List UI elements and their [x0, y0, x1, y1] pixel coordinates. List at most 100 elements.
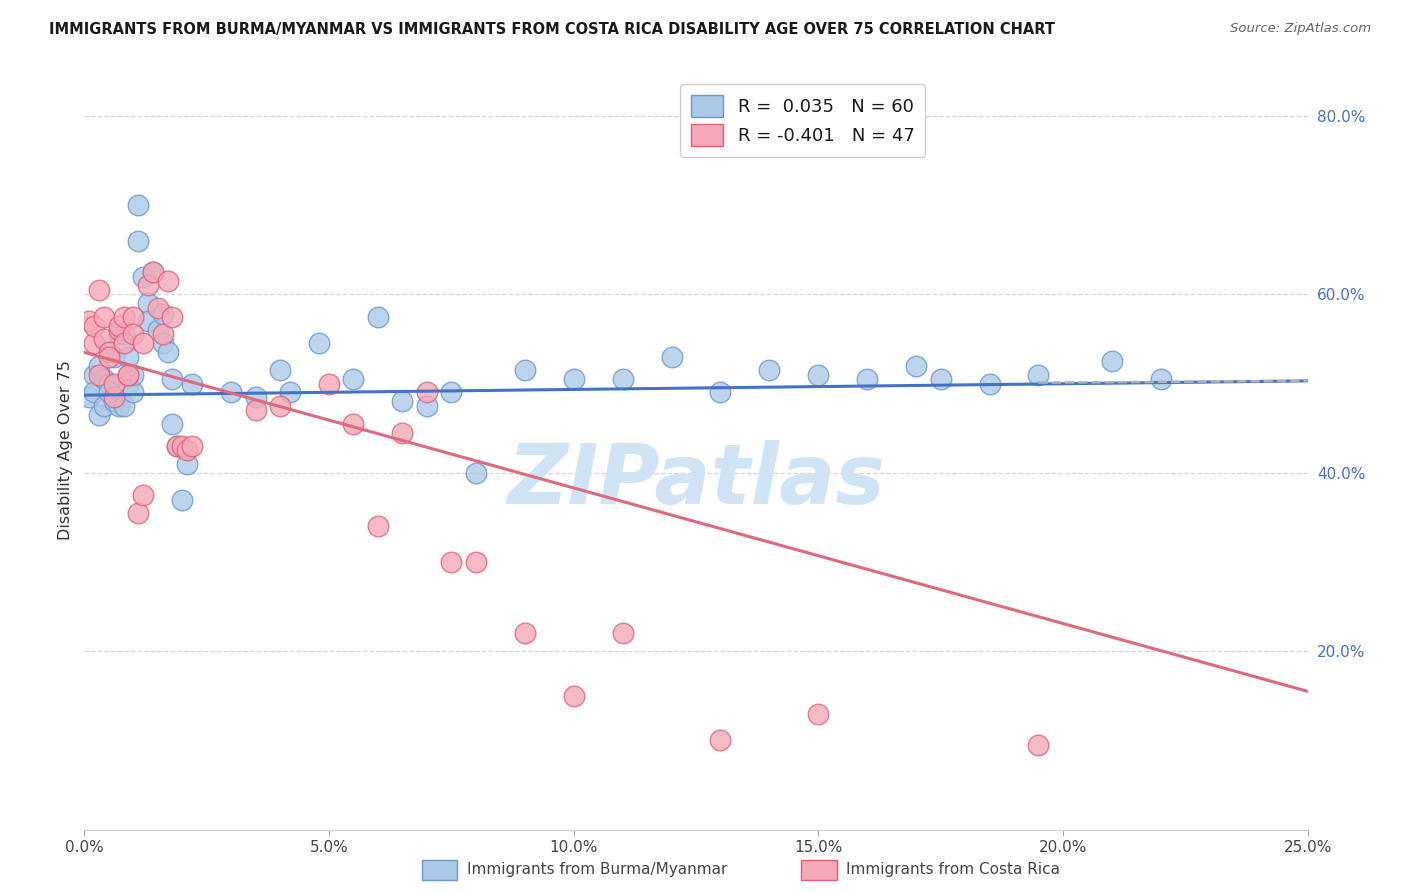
Point [562, 689, 585, 703]
Point [93, 332, 115, 346]
Point [112, 336, 135, 351]
Point [807, 706, 830, 721]
Point [181, 376, 204, 391]
Y-axis label: Disability Age Over 75: Disability Age Over 75 [58, 360, 73, 541]
Point [156, 345, 179, 359]
Point [87, 408, 110, 422]
Point [181, 439, 204, 453]
Point [308, 336, 330, 351]
Text: Immigrants from Burma/Myanmar: Immigrants from Burma/Myanmar [467, 863, 727, 877]
Point [1028, 368, 1050, 382]
Point [77, 390, 100, 404]
Point [269, 363, 291, 377]
Point [1150, 372, 1173, 386]
Point [172, 439, 194, 453]
Point [87, 359, 110, 373]
Point [93, 399, 115, 413]
Point [342, 417, 364, 431]
Point [661, 350, 683, 364]
Point [107, 318, 129, 333]
Point [416, 399, 439, 413]
Point [122, 327, 145, 342]
Point [132, 488, 155, 502]
Point [1028, 738, 1050, 752]
Point [172, 492, 194, 507]
Point [117, 350, 139, 364]
Point [318, 376, 340, 391]
Point [612, 626, 634, 640]
Point [146, 323, 169, 337]
Point [146, 301, 169, 315]
Point [269, 399, 291, 413]
Point [127, 506, 149, 520]
Point [87, 368, 110, 382]
Point [219, 385, 242, 400]
Point [391, 425, 413, 440]
Point [83, 368, 105, 382]
Point [166, 439, 188, 453]
Point [122, 385, 145, 400]
Point [97, 376, 120, 391]
Point [112, 327, 135, 342]
Point [117, 378, 139, 392]
Point [152, 327, 174, 342]
Point [103, 390, 125, 404]
Point [103, 394, 125, 409]
Point [162, 417, 184, 431]
Point [152, 336, 174, 351]
Text: Immigrants from Costa Rica: Immigrants from Costa Rica [846, 863, 1060, 877]
Point [416, 385, 439, 400]
Text: Source: ZipAtlas.com: Source: ZipAtlas.com [1230, 22, 1371, 36]
Point [245, 390, 267, 404]
Point [391, 394, 413, 409]
Point [979, 376, 1001, 391]
Point [807, 368, 830, 382]
Point [142, 265, 165, 279]
Point [929, 372, 952, 386]
Point [513, 626, 536, 640]
Point [127, 198, 149, 212]
Point [122, 310, 145, 324]
Point [905, 359, 928, 373]
Point [136, 278, 159, 293]
Point [117, 368, 139, 382]
Point [83, 318, 105, 333]
Point [709, 385, 731, 400]
Point [440, 555, 463, 569]
Point [127, 234, 149, 248]
Point [93, 310, 115, 324]
Point [103, 376, 125, 391]
Point [464, 466, 486, 480]
Point [612, 372, 634, 386]
Point [83, 336, 105, 351]
Point [83, 385, 105, 400]
Point [367, 310, 389, 324]
Point [136, 296, 159, 310]
Point [166, 439, 188, 453]
Point [97, 385, 120, 400]
Point [122, 368, 145, 382]
Point [367, 519, 389, 533]
Point [87, 283, 110, 297]
Text: IMMIGRANTS FROM BURMA/MYANMAR VS IMMIGRANTS FROM COSTA RICA DISABILITY AGE OVER : IMMIGRANTS FROM BURMA/MYANMAR VS IMMIGRA… [49, 22, 1056, 37]
Point [93, 372, 115, 386]
Point [156, 274, 179, 288]
Point [464, 555, 486, 569]
Point [278, 385, 301, 400]
Point [245, 403, 267, 417]
Point [162, 372, 184, 386]
Point [107, 399, 129, 413]
Point [152, 307, 174, 321]
Point [112, 310, 135, 324]
Point [513, 363, 536, 377]
Point [142, 265, 165, 279]
Point [112, 399, 135, 413]
Text: ZIPatlas: ZIPatlas [508, 441, 884, 521]
Legend: R =  0.035   N = 60, R = -0.401   N = 47: R = 0.035 N = 60, R = -0.401 N = 47 [681, 84, 925, 157]
Point [117, 368, 139, 382]
Point [176, 457, 198, 471]
Point [132, 269, 155, 284]
Point [103, 350, 125, 364]
Point [176, 443, 198, 458]
Point [77, 314, 100, 328]
